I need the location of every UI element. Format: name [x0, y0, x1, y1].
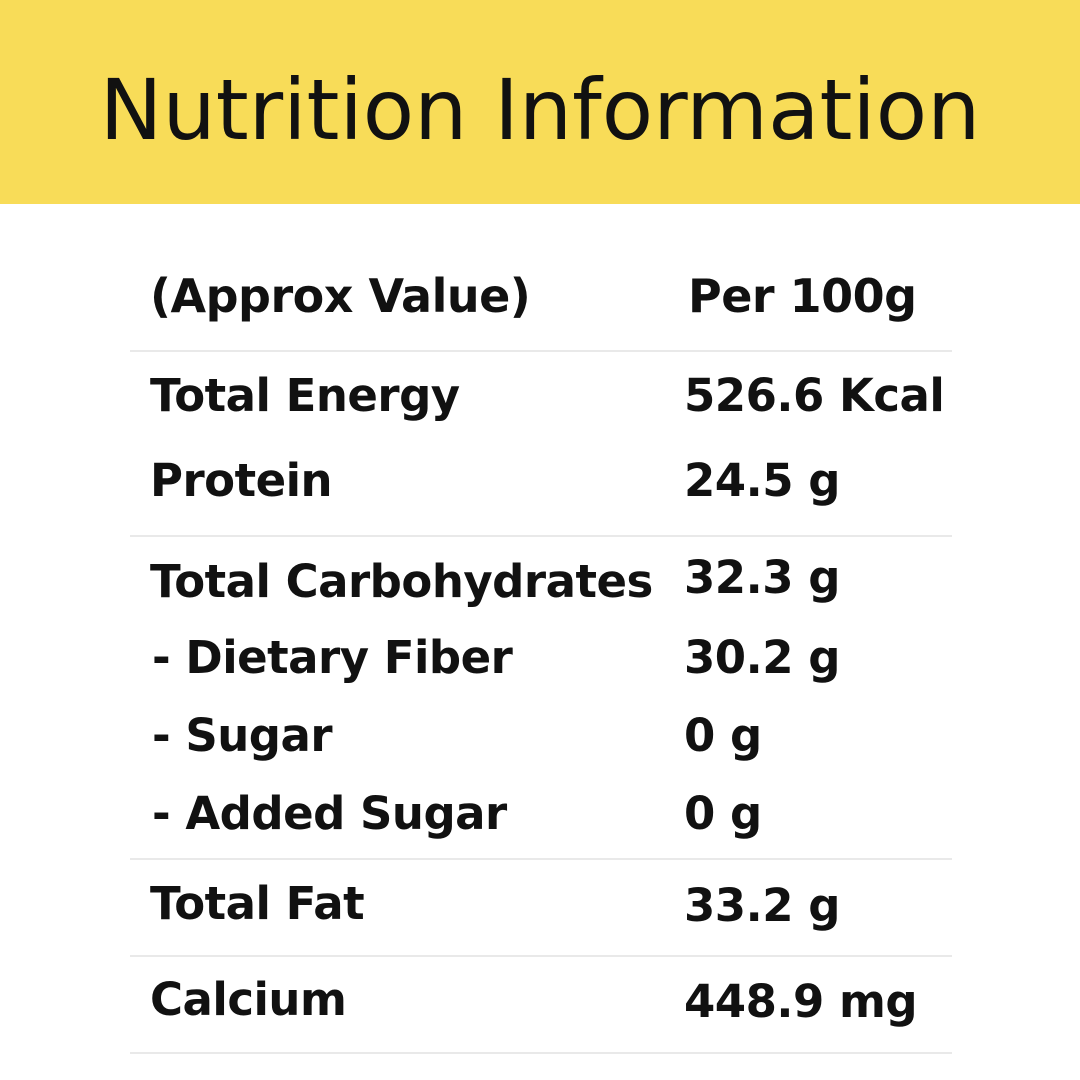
nutrient-value: 33.2 g: [684, 879, 840, 932]
divider: [130, 858, 952, 860]
nutrient-value: 0 g: [684, 787, 762, 840]
divider: [130, 955, 952, 957]
nutrient-label: Protein: [150, 454, 333, 507]
table-header-label: (Approx Value): [150, 269, 531, 323]
nutrient-label: Total Energy: [150, 369, 460, 422]
nutrient-sub-label: - Added Sugar: [152, 787, 507, 840]
nutrient-value: 0 g: [684, 709, 762, 762]
nutrient-value: 24.5 g: [684, 454, 840, 507]
table-header-value: Per 100g: [688, 269, 917, 323]
nutrient-sub-label: - Sugar: [152, 709, 333, 762]
nutrient-value: 32.3 g: [684, 551, 840, 604]
divider: [130, 350, 952, 352]
divider: [130, 1052, 952, 1054]
nutrient-value: 526.6 Kcal: [684, 369, 945, 422]
title-banner: Nutrition Information: [0, 0, 1080, 204]
nutrient-sub-label: - Dietary Fiber: [152, 631, 513, 684]
nutrient-value: 30.2 g: [684, 631, 840, 684]
nutrient-label: Total Fat: [150, 877, 365, 930]
page-title: Nutrition Information: [99, 61, 981, 159]
nutrient-label: Calcium: [150, 973, 347, 1026]
divider: [130, 535, 952, 537]
nutrient-value: 448.9 mg: [684, 975, 918, 1028]
nutrient-label: Total Carbohydrates: [150, 555, 653, 608]
